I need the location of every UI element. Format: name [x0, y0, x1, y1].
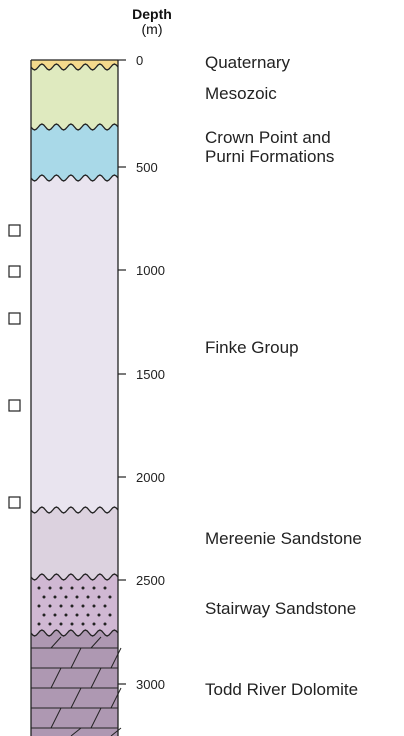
sand-dot [70, 586, 74, 590]
label-mereenie-sandstone: Mereenie Sandstone [205, 529, 362, 548]
sand-dot [103, 604, 107, 608]
dolomite-joint-line [50, 636, 62, 649]
dolomite-joint-line [110, 687, 122, 709]
unconformity-line [30, 174, 119, 182]
sand-dot [103, 586, 107, 590]
dolomite-joint-line [110, 647, 122, 669]
dolomite-joint-line [50, 667, 62, 689]
sand-dot [97, 595, 101, 599]
dolomite-joint-line [110, 727, 122, 736]
sand-dot [81, 622, 85, 626]
unconformity-line [30, 506, 119, 514]
sand-dot [103, 622, 107, 626]
unit-finke-group [31, 175, 118, 513]
dolomite-joint-line [70, 647, 82, 669]
sample-marker [8, 265, 21, 278]
label-mesozoic: Mesozoic [205, 84, 277, 103]
depth-unit: (m) [141, 21, 163, 37]
unit-mesozoic [31, 64, 118, 130]
label-stairway-sandstone: Stairway Sandstone [205, 599, 357, 618]
label-crown-point-purni: Crown Point and Purni Formations [205, 128, 335, 166]
dolomite-joint-line [50, 707, 62, 729]
sand-dot [59, 586, 63, 590]
sand-dot [53, 613, 57, 617]
unit-quaternary [31, 60, 118, 70]
sand-dot [64, 595, 68, 599]
sand-dot [64, 613, 68, 617]
depth-tick-label: 3000 [136, 677, 165, 692]
sand-dot [70, 604, 74, 608]
sand-dot [70, 622, 74, 626]
sand-dot [37, 586, 41, 590]
unconformity-line [30, 63, 119, 71]
depth-tick-label: 1000 [136, 263, 165, 278]
sand-dot [37, 604, 41, 608]
sand-dot [53, 595, 57, 599]
dolomite-joint-line [70, 727, 82, 736]
sample-marker [8, 312, 21, 325]
sand-dot [97, 613, 101, 617]
label-quaternary: Quaternary [205, 53, 291, 72]
sand-dot [48, 622, 52, 626]
depth-tick-label: 1500 [136, 367, 165, 382]
depth-title: Depth [132, 6, 172, 22]
depth-tick-label: 2000 [136, 470, 165, 485]
sand-dot [59, 622, 63, 626]
sand-dot [92, 604, 96, 608]
unconformity-line [30, 123, 119, 131]
unit-crown-point-purni [31, 124, 118, 181]
sand-dot [42, 595, 46, 599]
unit-mereenie-sandstone [31, 507, 118, 580]
sand-dot [48, 604, 52, 608]
sand-dot [37, 622, 41, 626]
sample-marker [8, 496, 21, 509]
sample-marker [8, 224, 21, 237]
label-todd-river-dolomite: Todd River Dolomite [205, 680, 359, 699]
sand-dot [92, 622, 96, 626]
sand-dot [59, 604, 63, 608]
sand-dot [92, 586, 96, 590]
depth-tick-label: 500 [136, 160, 158, 175]
sand-dot [108, 595, 112, 599]
sand-dot [86, 595, 90, 599]
sand-dot [75, 613, 79, 617]
dolomite-joint-line [90, 667, 102, 689]
dolomite-joint-line [90, 636, 102, 649]
sand-dot [108, 613, 112, 617]
depth-tick-label: 2500 [136, 573, 165, 588]
unconformity-line [30, 573, 119, 581]
sand-dot [75, 595, 79, 599]
label-finke-group: Finke Group [205, 338, 299, 357]
unit-todd-river-dolomite [31, 630, 118, 736]
unconformity-line [30, 629, 119, 637]
depth-axis-header: Depth (m) [124, 6, 180, 37]
dolomite-joint-line [70, 687, 82, 709]
depth-tick-label: 0 [136, 53, 143, 68]
sand-dot [81, 586, 85, 590]
sand-dot [81, 604, 85, 608]
sand-dot [48, 586, 52, 590]
dolomite-joint-line [90, 707, 102, 729]
sand-dot [42, 613, 46, 617]
sample-marker [8, 399, 21, 412]
sand-dot [86, 613, 90, 617]
unit-stairway-sandstone [31, 574, 118, 636]
